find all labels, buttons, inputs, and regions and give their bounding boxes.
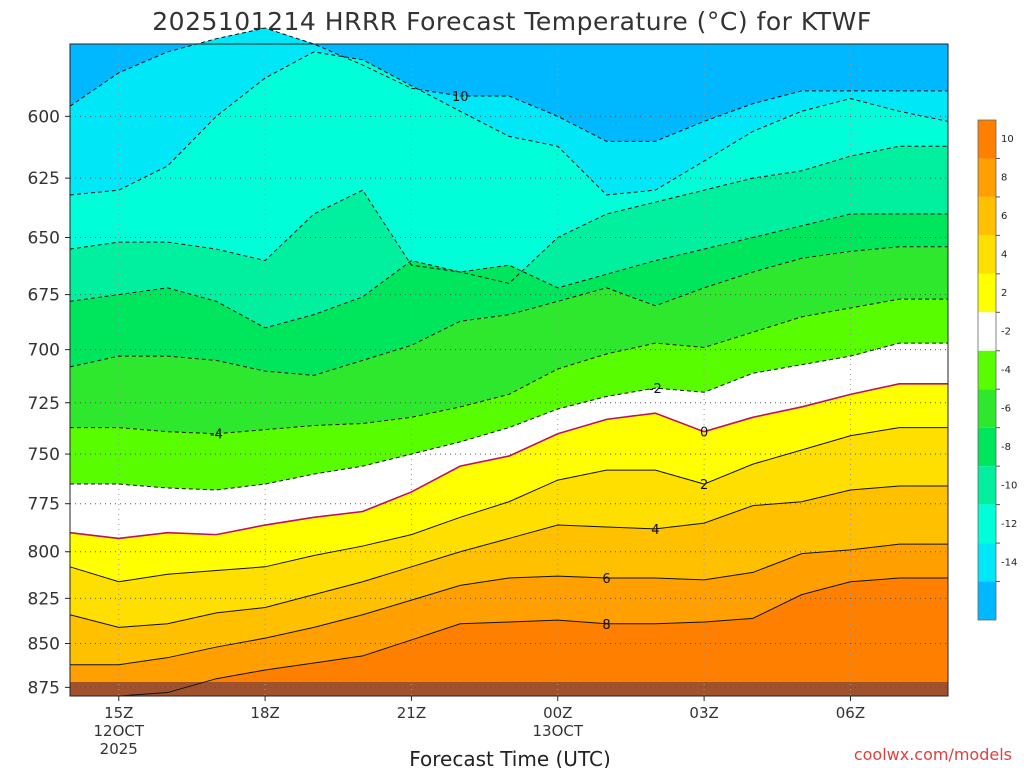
colorbar-segment-4 xyxy=(978,273,996,313)
temperature-band-7 xyxy=(70,343,948,539)
colorbar-label-6: 6 xyxy=(1001,211,1007,222)
y-tick-label-800: 800 xyxy=(28,543,60,563)
x-tick-label-00Z: 00Z xyxy=(543,704,572,722)
x-tick-label-06Z: 06Z xyxy=(836,704,865,722)
x-tick-label-21Z: 21Z xyxy=(397,704,426,722)
x-axis-label: Forecast Time (UTC) xyxy=(409,747,611,768)
contour-line-10 xyxy=(69,27,948,142)
colorbar-segment-7 xyxy=(978,389,996,428)
x-tick-label-03Z: 03Z xyxy=(689,704,718,722)
colorbar-segment-10 xyxy=(978,504,996,544)
temperature-band-3 xyxy=(70,146,948,328)
contour-label--2: -2 xyxy=(649,382,662,397)
y-tick-label-825: 825 xyxy=(28,589,60,609)
x-tick-sublabel-13OCT: 13OCT xyxy=(533,722,584,740)
colorbar-frame xyxy=(977,119,997,621)
credit-label: coolwx.com/models xyxy=(854,745,1012,764)
plot-area: 10 -4 -2 0 2 4 6 8 xyxy=(69,27,949,697)
y-tick-label-750: 750 xyxy=(28,445,60,465)
colorbar-segment-12 xyxy=(978,581,996,620)
contour-line--2 xyxy=(70,342,948,491)
colorbar-label-4: 4 xyxy=(1001,250,1007,261)
plot-frame xyxy=(69,43,949,697)
x-tick-sublabel-12OCT: 12OCT xyxy=(94,722,145,740)
contour-line-6 xyxy=(70,543,948,666)
contour-label--4: -4 xyxy=(210,428,223,443)
contour-label-4: 4 xyxy=(651,523,659,538)
contour-line--6 xyxy=(69,246,948,376)
colorbar-label--6: -6 xyxy=(1001,403,1011,414)
contour-line-4 xyxy=(69,485,948,628)
contour-line--12 xyxy=(69,51,949,196)
colorbar-segment-9 xyxy=(978,466,996,505)
colorbar-label--12: -12 xyxy=(1001,519,1017,530)
y-tick-label-875: 875 xyxy=(28,678,60,698)
y-tick-label-700: 700 xyxy=(28,341,60,361)
contour-label-10: 10 xyxy=(452,90,469,105)
contour-label-2: 2 xyxy=(700,478,708,493)
colorbar-segment-11 xyxy=(978,543,996,582)
colorbar: 10 8 6 4 2 -2 -4 -6 -8 -10 -12 -14 xyxy=(977,119,1017,621)
temperature-band-10 xyxy=(70,486,948,665)
contour-label-6: 6 xyxy=(602,572,610,587)
colorbar-label-8: 8 xyxy=(1001,173,1007,184)
temperature-band-0 xyxy=(70,28,948,142)
y-tick-label-775: 775 xyxy=(28,495,60,515)
colorbar-label--4: -4 xyxy=(1001,365,1011,376)
colorbar-label--10: -10 xyxy=(1001,480,1017,491)
colorbar-segment-5 xyxy=(978,312,996,351)
colorbar-segment-3 xyxy=(978,235,996,274)
temperature-band-1 xyxy=(70,28,948,195)
temperature-band-11 xyxy=(70,544,948,696)
temperature-band-8 xyxy=(70,383,948,582)
colorbar-label--8: -8 xyxy=(1001,442,1011,453)
contour-line--4 xyxy=(70,298,948,435)
colorbar-segment-6 xyxy=(978,350,996,390)
y-tick-label-725: 725 xyxy=(28,394,60,414)
colorbar-segment-2 xyxy=(978,196,996,236)
contour-line-8 xyxy=(70,577,948,697)
colorbar-segment-0 xyxy=(978,120,996,159)
colorbar-label--2: -2 xyxy=(1001,327,1011,338)
x-tick-label-18Z: 18Z xyxy=(250,704,279,722)
colorbar-segment-1 xyxy=(978,158,996,197)
temperature-band-9 xyxy=(70,427,948,628)
y-tick-label-625: 625 xyxy=(28,169,60,189)
y-tick-label-600: 600 xyxy=(28,107,60,127)
y-tick-label-675: 675 xyxy=(28,286,60,306)
contour-line--10 xyxy=(69,145,948,284)
y-tick-label-850: 850 xyxy=(28,635,60,655)
contour-line--8 xyxy=(69,213,948,329)
temperature-band-5 xyxy=(70,246,948,434)
colorbar-segment-8 xyxy=(978,427,996,467)
contour-label-8: 8 xyxy=(602,618,610,633)
axis-ticks: 60062565067570072575077580082585087515Z1… xyxy=(28,107,866,758)
temperature-band-4 xyxy=(70,214,948,376)
ground-strip xyxy=(70,682,948,696)
y-tick-label-650: 650 xyxy=(28,228,60,248)
x-tick-label-15Z: 15Z xyxy=(104,704,133,722)
colorbar-label-10: 10 xyxy=(1001,134,1014,145)
temperature-band-2 xyxy=(70,51,948,284)
colorbar-label-2: 2 xyxy=(1001,288,1007,299)
x-tick-sublabel-2025: 2025 xyxy=(100,740,138,758)
colorbar-label--14: -14 xyxy=(1001,557,1017,568)
contour-line-0 xyxy=(69,383,948,540)
contour-line-2 xyxy=(69,427,948,583)
contour-label-0: 0 xyxy=(700,426,708,441)
